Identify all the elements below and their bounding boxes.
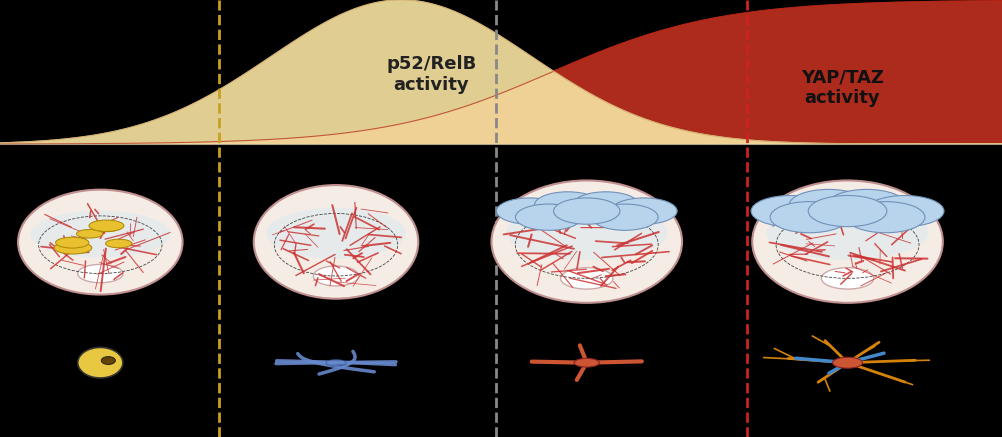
Ellipse shape [254,185,418,299]
Ellipse shape [560,267,612,289]
Ellipse shape [573,358,599,367]
Ellipse shape [77,264,123,283]
Ellipse shape [89,220,124,232]
Ellipse shape [505,205,667,260]
Ellipse shape [496,198,562,224]
Ellipse shape [572,192,638,218]
Ellipse shape [808,195,886,227]
Ellipse shape [30,211,170,258]
Ellipse shape [326,359,346,366]
Polygon shape [0,0,1002,144]
Ellipse shape [101,357,115,364]
Ellipse shape [491,180,681,303]
Text: YAP/TAZ
activity: YAP/TAZ activity [801,68,883,107]
Ellipse shape [54,242,92,254]
Ellipse shape [313,266,359,286]
Ellipse shape [766,205,928,260]
Ellipse shape [832,357,862,368]
Ellipse shape [591,204,657,230]
Ellipse shape [789,189,867,221]
Polygon shape [0,0,1002,144]
Ellipse shape [752,180,942,303]
Ellipse shape [94,223,120,232]
Ellipse shape [55,237,89,248]
Ellipse shape [865,195,943,227]
Ellipse shape [553,198,619,224]
Ellipse shape [76,229,103,238]
Text: p52/RelB
activity: p52/RelB activity [386,55,476,94]
Ellipse shape [78,347,123,378]
Ellipse shape [750,195,829,227]
Ellipse shape [534,192,600,218]
Ellipse shape [610,198,676,224]
Ellipse shape [515,204,581,230]
Ellipse shape [821,267,873,289]
Ellipse shape [18,190,182,295]
Ellipse shape [770,201,848,233]
Ellipse shape [846,201,924,233]
Ellipse shape [266,208,406,259]
Ellipse shape [827,189,905,221]
Ellipse shape [105,239,131,248]
